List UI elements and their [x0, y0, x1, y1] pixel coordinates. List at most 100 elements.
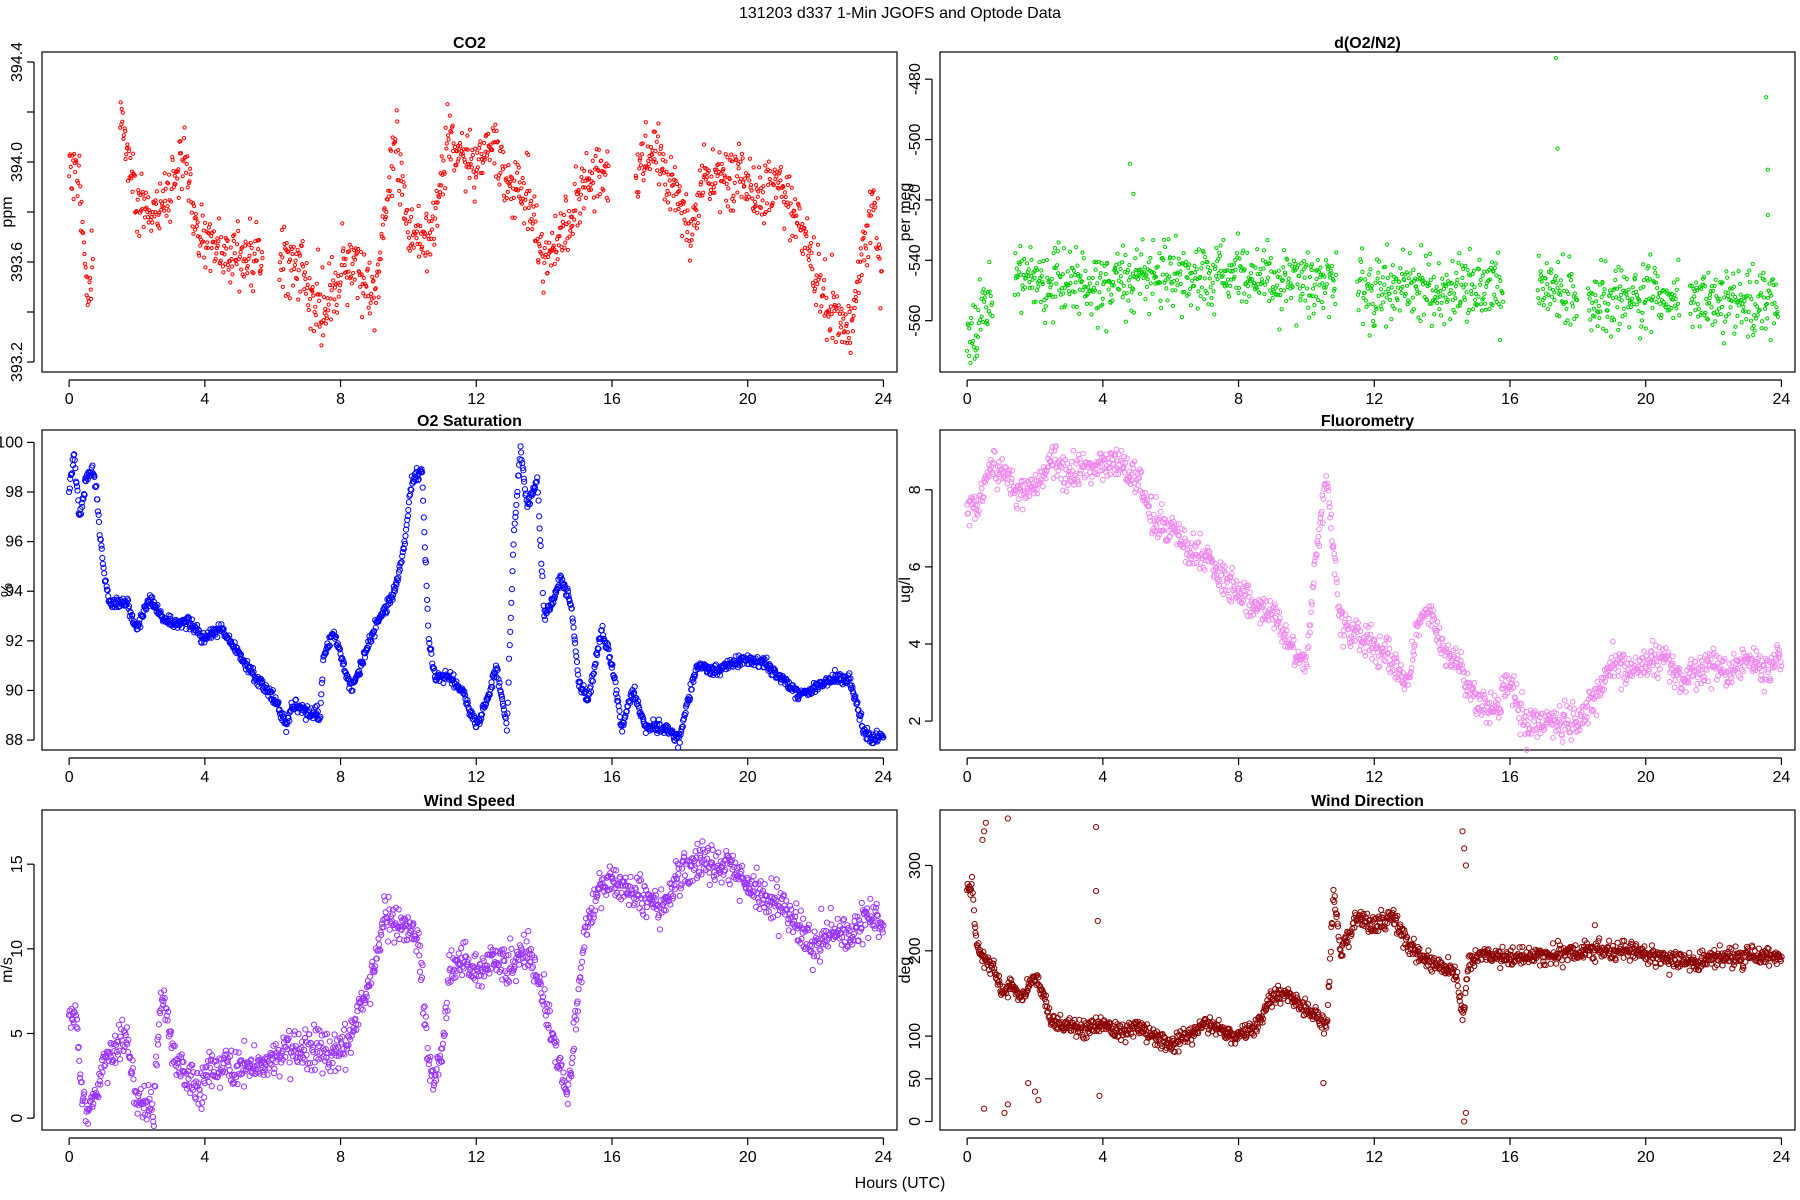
data-point: [416, 254, 422, 259]
data-point: [1061, 291, 1066, 296]
data-point: [1459, 263, 1465, 268]
data-point: [679, 211, 684, 216]
data-point: [1366, 302, 1371, 307]
data-point: [1745, 272, 1750, 277]
data-point: [861, 235, 866, 241]
data-point: [1749, 297, 1754, 302]
data-point: [842, 329, 847, 334]
data-point: [676, 206, 681, 212]
data-point: [422, 234, 427, 239]
data-point: [1447, 291, 1452, 297]
data-point: [297, 253, 302, 258]
data-point: [789, 185, 794, 190]
data-point: [1484, 284, 1489, 289]
y-tick-label: 92: [5, 633, 23, 650]
data-point: [1157, 251, 1162, 256]
data-point: [1144, 272, 1149, 277]
data-point: [153, 201, 159, 206]
data-point: [1637, 336, 1643, 341]
data-point: [436, 195, 442, 200]
data-point: [1119, 260, 1125, 265]
data-point: [1038, 299, 1043, 305]
data-point: [1713, 277, 1718, 282]
data-point: [1148, 281, 1153, 286]
data-point: [231, 238, 236, 243]
data-point: [72, 465, 79, 472]
data-point: [1057, 288, 1062, 293]
data-point: [393, 137, 398, 142]
data-point: [643, 133, 648, 138]
data-point: [1070, 447, 1077, 454]
data-point: [1481, 296, 1486, 301]
data-point: [193, 227, 198, 232]
data-point: [1408, 271, 1413, 276]
data-point: [1594, 279, 1599, 285]
data-point: [1019, 310, 1024, 315]
data-point: [876, 242, 882, 247]
data-point: [728, 208, 733, 213]
data-point: [785, 182, 790, 188]
data-point: [834, 294, 840, 299]
data-point: [1161, 257, 1166, 263]
data-point: [523, 197, 528, 202]
data-points: [65, 443, 887, 751]
data-point: [434, 188, 439, 194]
data-point: [1469, 292, 1474, 297]
data-point: [1109, 292, 1114, 297]
data-point: [1377, 259, 1382, 264]
data-point: [1389, 285, 1394, 290]
data-point: [378, 250, 383, 255]
data-point: [1063, 303, 1068, 308]
data-point: [1373, 280, 1378, 285]
data-point: [1218, 243, 1223, 248]
data-point: [1291, 258, 1296, 263]
data-point: [444, 141, 449, 146]
data-point: [226, 267, 231, 272]
data-point: [343, 256, 348, 262]
data-point: [300, 239, 305, 244]
data-point: [1235, 231, 1241, 236]
data-point: [968, 360, 973, 366]
data-point: [546, 254, 551, 260]
data-point: [739, 151, 745, 156]
data-point: [657, 151, 662, 156]
data-point: [751, 208, 756, 214]
data-point: [1761, 270, 1766, 275]
data-point: [163, 198, 168, 203]
data-point: [68, 470, 76, 477]
data-point: [98, 542, 105, 549]
data-point: [1616, 327, 1621, 333]
data-point: [579, 174, 584, 180]
y-tick-label: 90: [5, 682, 23, 699]
data-point: [790, 233, 795, 238]
data-point: [173, 181, 178, 187]
data-point-outlier: [1127, 161, 1133, 166]
data-point: [1312, 302, 1317, 308]
data-point: [1553, 274, 1559, 279]
data-point: [1596, 310, 1601, 315]
data-point: [1539, 279, 1544, 284]
data-point: [844, 321, 849, 326]
data-point: [326, 302, 331, 307]
data-point: [311, 293, 316, 298]
data-point: [1130, 271, 1136, 276]
data-point: [539, 589, 546, 597]
data-point: [440, 192, 446, 197]
data-point: [1710, 288, 1716, 293]
data-point: [742, 176, 747, 181]
data-point: [771, 183, 776, 188]
data-point: [824, 295, 829, 301]
data-point: [214, 245, 219, 251]
data-point: [381, 236, 386, 241]
data-point: [815, 242, 821, 247]
data-point: [181, 159, 186, 164]
data-point: [692, 217, 697, 222]
data-point: [655, 168, 660, 173]
data-point: [298, 289, 303, 294]
data-point: [1122, 270, 1127, 275]
data-point: [1636, 309, 1641, 314]
data-point: [1538, 269, 1543, 274]
data-point: [1743, 309, 1748, 314]
x-tick-label: 24: [875, 391, 893, 408]
data-point: [984, 305, 989, 310]
